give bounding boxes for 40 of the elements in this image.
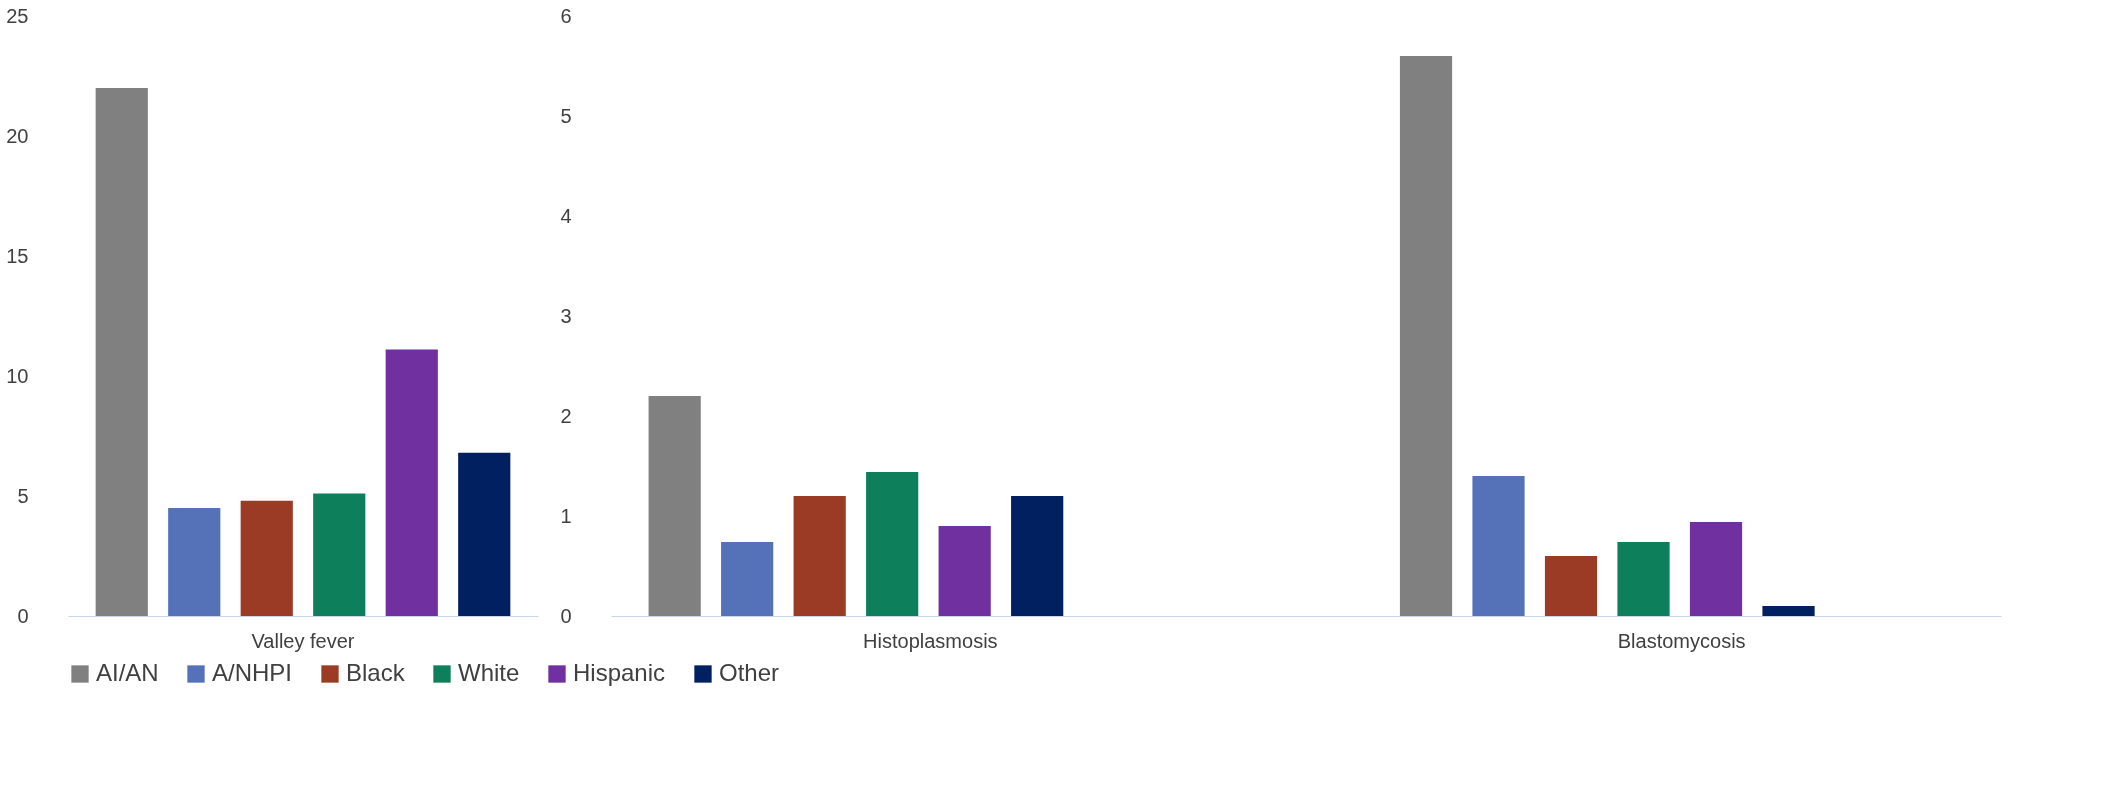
y-tick-label: 0 [17, 604, 29, 627]
bar [240, 500, 293, 616]
y-tick-label: 5 [17, 484, 29, 507]
bar [95, 88, 148, 616]
legend-label: Hispanic [573, 659, 666, 686]
legend-label: A/NHPI [212, 659, 293, 686]
y-tick-label: 0 [560, 604, 572, 627]
bar [1399, 56, 1453, 616]
bar [1472, 476, 1525, 616]
y-tick-label: 25 [6, 4, 29, 27]
bar [1762, 606, 1815, 616]
x-tick-label: Histoplasmosis [863, 629, 998, 652]
y-tick-label: 1 [560, 504, 572, 527]
legend-label: White [458, 659, 520, 686]
x-tick-label: Blastomycosis [1617, 629, 1746, 652]
bar [1617, 542, 1670, 616]
y-tick-label: 20 [6, 124, 29, 147]
bar [1544, 556, 1598, 616]
y-tick-label: 4 [560, 204, 572, 227]
legend-label: Other [719, 659, 780, 686]
legend-label: Black [346, 659, 406, 686]
x-tick-label: Valley fever [251, 629, 355, 652]
bar [1011, 496, 1064, 616]
bar [721, 542, 774, 616]
bar [313, 493, 366, 616]
y-tick-label: 5 [560, 104, 572, 127]
bar [458, 452, 511, 616]
y-tick-label: 10 [6, 364, 29, 387]
bar [1689, 522, 1743, 616]
y-tick-label: 15 [6, 244, 29, 267]
bar [938, 526, 991, 616]
y-tick-label: 6 [560, 4, 572, 27]
legend-label: AI/AN [96, 659, 159, 686]
bar [866, 472, 919, 616]
y-tick-label: 2 [560, 404, 572, 427]
bar [385, 349, 438, 616]
bar [793, 496, 846, 616]
bar [648, 396, 701, 616]
bar [168, 508, 221, 616]
y-tick-label: 3 [560, 304, 572, 327]
